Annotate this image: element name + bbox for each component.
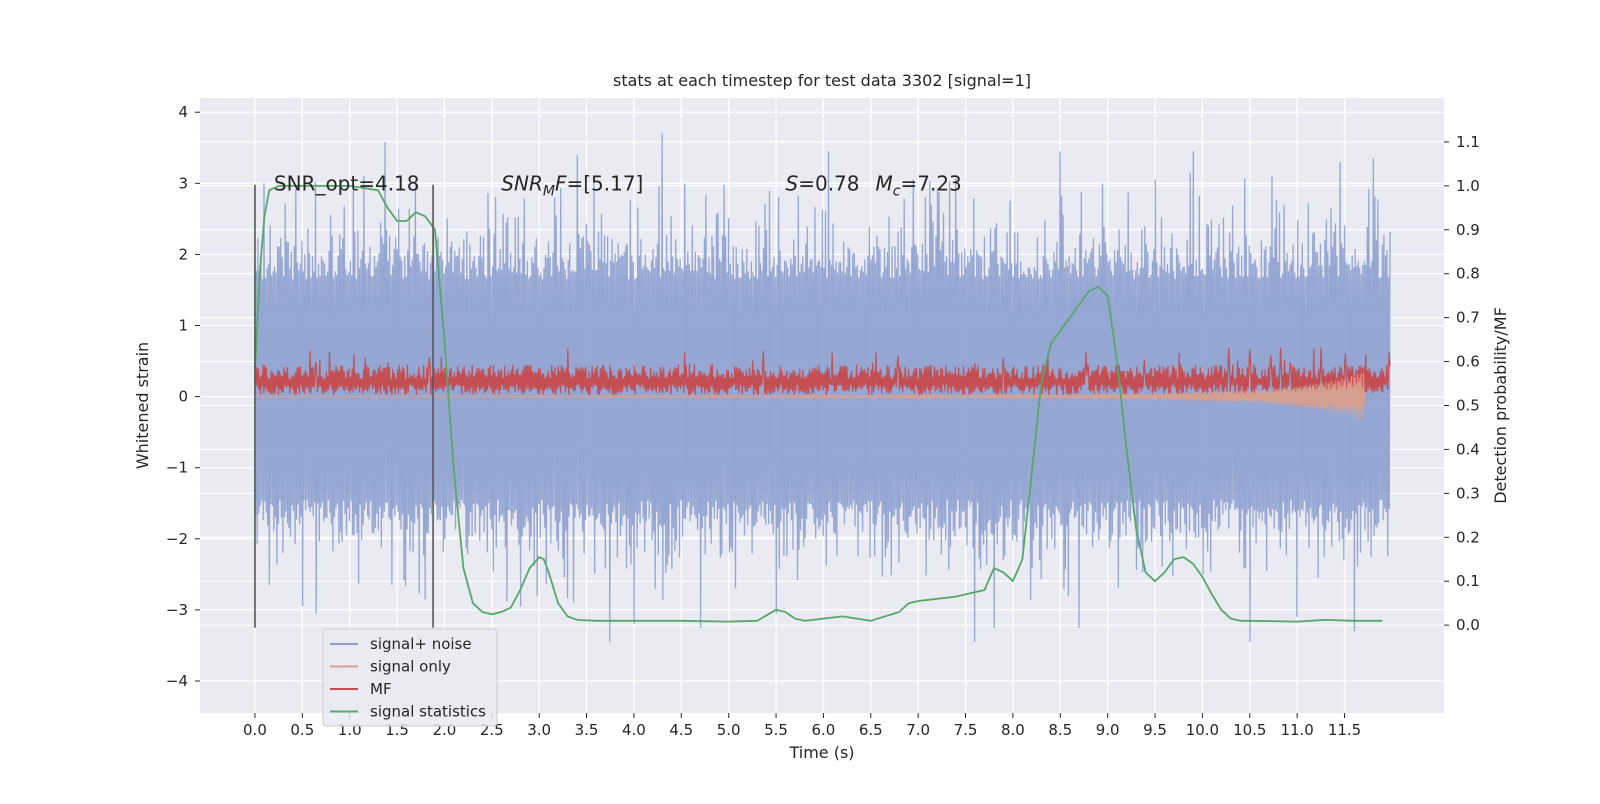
series-mf bbox=[254, 347, 1391, 396]
legend: signal+ noise signal only MF signal statist… bbox=[322, 628, 498, 727]
y-tick-label: 3 bbox=[178, 174, 188, 192]
series-signal-noise bbox=[254, 133, 1391, 642]
x-tick-label: 9.0 bbox=[1096, 721, 1120, 739]
x-tick-label: 7.5 bbox=[954, 721, 978, 739]
x-tick-label: 3.5 bbox=[575, 721, 599, 739]
x-tick-label: 5.0 bbox=[717, 721, 741, 739]
x-tick-label: 6.0 bbox=[811, 721, 835, 739]
y-tick-label: −1 bbox=[166, 459, 188, 477]
x-tick-label: 5.5 bbox=[764, 721, 788, 739]
x-tick-label: 11.0 bbox=[1280, 721, 1313, 739]
x-tick-label: 10.0 bbox=[1186, 721, 1219, 739]
y-tick-label: −3 bbox=[166, 601, 188, 619]
y-right-tick-label: 0.4 bbox=[1456, 440, 1480, 458]
series-layer bbox=[254, 133, 1391, 642]
y-right-tick-label: 0.6 bbox=[1456, 353, 1480, 371]
annotation-s-mc: S=0.78 Mc=7.23 bbox=[786, 171, 962, 199]
chart-title: stats at each timestep for test data 330… bbox=[613, 71, 1031, 90]
x-tick-label: 4.0 bbox=[622, 721, 646, 739]
y-tick-label: 2 bbox=[178, 245, 188, 263]
annotation-snr-opt: SNR_opt=4.18 bbox=[274, 171, 420, 195]
y-axis-label: Whitened strain bbox=[133, 342, 152, 469]
annotation-snr-mf: SNRMF=[5.17] bbox=[501, 171, 643, 199]
y-right-tick-label: 1.0 bbox=[1456, 177, 1480, 195]
legend-label: signal+ noise bbox=[370, 635, 472, 653]
x-tick-label: 11.5 bbox=[1328, 721, 1361, 739]
y-tick-label: 4 bbox=[178, 103, 188, 121]
x-tick-label: 8.0 bbox=[1001, 721, 1025, 739]
y-right-tick-label: 0.2 bbox=[1456, 528, 1480, 546]
y-right-tick-label: 0.0 bbox=[1456, 616, 1480, 634]
y-tick-label: 1 bbox=[178, 317, 188, 335]
y-right-tick-label: 1.1 bbox=[1456, 133, 1480, 151]
y-right-tick-label: 0.7 bbox=[1456, 309, 1480, 327]
y-tick-label: −2 bbox=[166, 530, 188, 548]
vertical-markers bbox=[254, 184, 434, 628]
series-signal-only bbox=[255, 373, 1366, 420]
x-tick-label: 10.5 bbox=[1233, 721, 1266, 739]
y-right-tick-label: 0.1 bbox=[1456, 572, 1480, 590]
x-tick-label: 7.0 bbox=[906, 721, 930, 739]
legend-label: signal statistics bbox=[370, 703, 486, 721]
x-tick-label: 4.5 bbox=[669, 721, 693, 739]
y-tick-label: 0 bbox=[178, 388, 188, 406]
series-signal-statistics bbox=[254, 184, 1383, 623]
y-tick-label: −4 bbox=[166, 672, 188, 690]
x-tick-label: 3.0 bbox=[527, 721, 551, 739]
x-tick-label: 9.5 bbox=[1143, 721, 1167, 739]
tick-labels: 0.0 0.5 1.0 1.5 2.0 2.5 3.0 3.5 4.0 4.5 5.0 5.5 6.0 6… bbox=[166, 103, 1480, 739]
x-tick-label: 6.5 bbox=[859, 721, 883, 739]
legend-label: MF bbox=[370, 680, 392, 698]
x-tick-label: 0.5 bbox=[290, 721, 314, 739]
legend-label: signal only bbox=[370, 658, 451, 676]
x-tick-label: 8.5 bbox=[1048, 721, 1072, 739]
legend-box bbox=[322, 628, 498, 727]
annotations: SNR_opt=4.18 SNRMF=[5.17] S=0.78 Mc=7.23 bbox=[274, 171, 962, 199]
y-right-tick-label: 0.9 bbox=[1456, 221, 1480, 239]
y-right-tick-label: 0.5 bbox=[1456, 397, 1480, 415]
y-right-tick-label: 0.8 bbox=[1456, 265, 1480, 283]
x-axis-label: Time (s) bbox=[788, 743, 854, 762]
y-right-tick-label: 0.3 bbox=[1456, 484, 1480, 502]
y-axis-right-label: Detection probability/MF bbox=[1491, 307, 1510, 504]
x-tick-label: 0.0 bbox=[243, 721, 267, 739]
